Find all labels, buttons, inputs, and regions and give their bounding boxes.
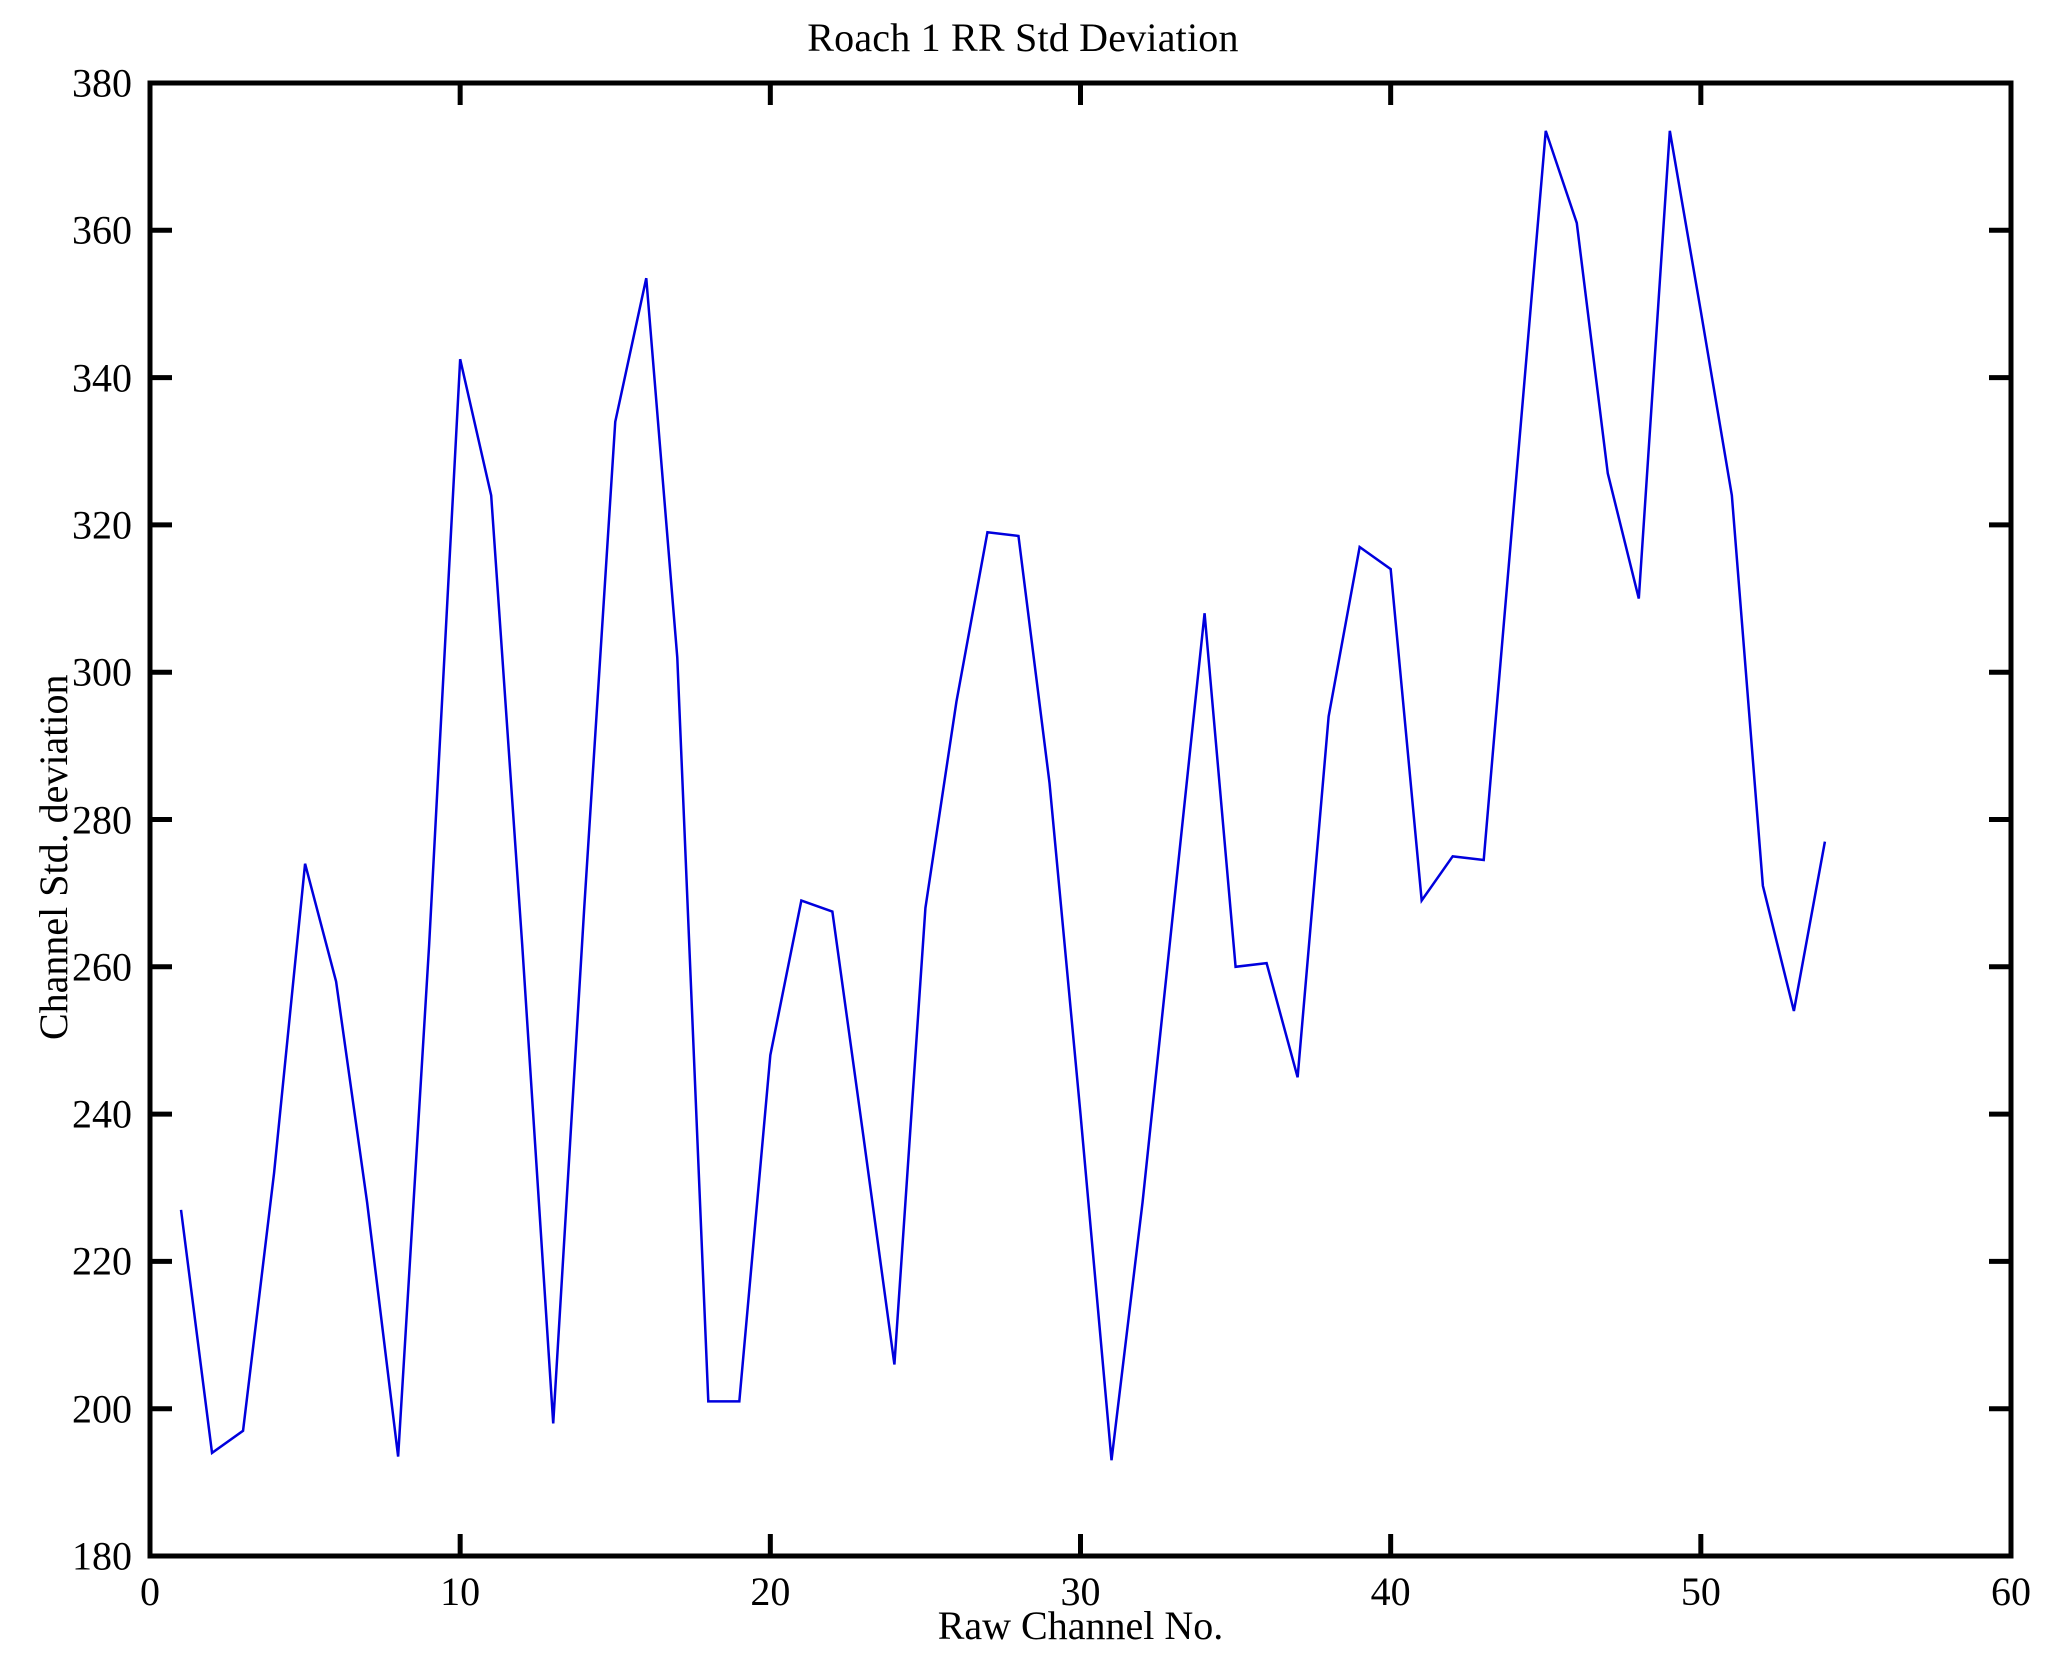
y-tick-label: 220 bbox=[72, 1238, 132, 1284]
y-tick-label: 260 bbox=[72, 944, 132, 990]
x-tick-label: 40 bbox=[1370, 1569, 1411, 1614]
x-axis-ticks bbox=[457, 83, 1704, 1556]
axes-frame bbox=[147, 80, 2014, 1559]
x-tick-label: 10 bbox=[440, 1569, 481, 1614]
x-axis-label: Raw Channel No. bbox=[937, 1603, 1224, 1648]
y-tick-label: 280 bbox=[72, 797, 132, 842]
x-tick-label: 50 bbox=[1680, 1569, 1721, 1614]
data-line-channel-std-deviation bbox=[179, 130, 1827, 1461]
x-tick-label: 60 bbox=[1991, 1569, 2031, 1614]
y-tick-label: 200 bbox=[72, 1386, 132, 1432]
y-axis-ticks bbox=[150, 227, 2011, 1412]
x-tick-label: 20 bbox=[750, 1569, 791, 1614]
y-tick-label: 340 bbox=[72, 355, 132, 401]
data-series-group bbox=[179, 130, 1827, 1461]
plot-box-border bbox=[147, 80, 2014, 1559]
x-tick-label: 0 bbox=[140, 1569, 160, 1614]
y-tick-label: 360 bbox=[72, 207, 132, 253]
y-tick-label: 300 bbox=[72, 649, 132, 695]
y-tick-label: 380 bbox=[72, 60, 132, 106]
y-tick-label: 320 bbox=[72, 502, 132, 548]
y-tick-label: 180 bbox=[72, 1533, 132, 1579]
x-tick-label: 30 bbox=[1060, 1569, 1101, 1614]
y-tick-label: 240 bbox=[72, 1091, 132, 1137]
chart-title: Roach 1 RR Std Deviation bbox=[807, 15, 1239, 60]
y-axis-label: Channel Std. deviation bbox=[31, 674, 76, 1040]
